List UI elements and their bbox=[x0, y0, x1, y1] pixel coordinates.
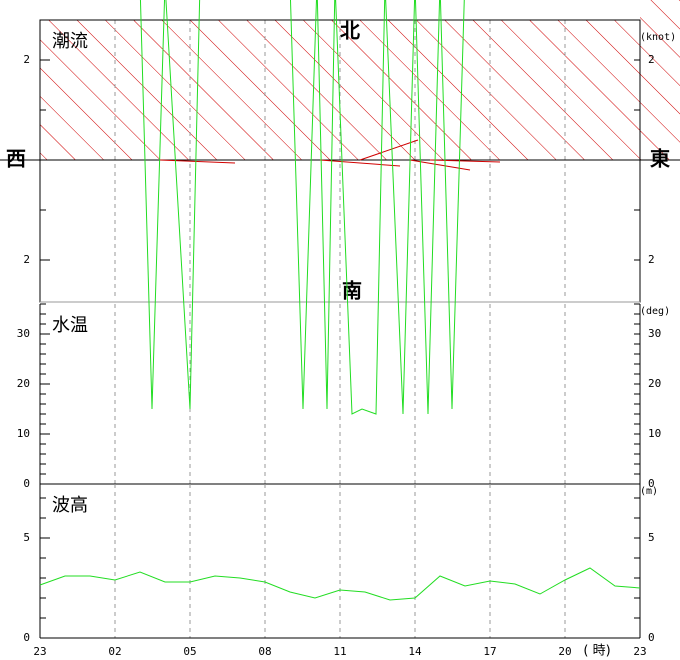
x-tick-label: 23 bbox=[633, 645, 646, 658]
y-tick-label-right: 0 bbox=[648, 477, 655, 490]
current-vector bbox=[319, 159, 401, 167]
unit-label: (deg) bbox=[640, 306, 670, 317]
hatch-area bbox=[640, 0, 680, 160]
compass-north: 北 bbox=[340, 19, 360, 43]
y-tick-label-right: 2 bbox=[648, 253, 655, 266]
y-tick-label-right: 2 bbox=[648, 53, 655, 66]
x-tick-label: 23 bbox=[33, 645, 46, 658]
x-tick-label: 17 bbox=[483, 645, 496, 658]
panel-title: 水温 bbox=[52, 315, 88, 336]
y-tick-label: 5 bbox=[23, 531, 30, 544]
y-tick-label-right: 30 bbox=[648, 327, 661, 340]
panel-title: 潮流 bbox=[52, 31, 88, 52]
y-tick-label: 2 bbox=[23, 53, 30, 66]
compass-west: 西 bbox=[6, 147, 26, 171]
x-tick-label: 05 bbox=[183, 645, 196, 658]
y-tick-label: 0 bbox=[23, 631, 30, 644]
current-vector bbox=[359, 139, 419, 161]
x-tick-label: 08 bbox=[258, 645, 271, 658]
current-vector bbox=[409, 159, 471, 171]
current-vector bbox=[159, 159, 236, 164]
panel-title: 波高 bbox=[52, 495, 88, 516]
compass-east: 東 bbox=[650, 147, 670, 171]
x-tick-label: 20 bbox=[558, 645, 571, 658]
y-tick-label: 10 bbox=[17, 427, 30, 440]
y-tick-label: 20 bbox=[17, 377, 30, 390]
y-tick-label-right: 0 bbox=[648, 631, 655, 644]
x-axis-label: ( 時) bbox=[583, 644, 610, 659]
line-series bbox=[39, 567, 641, 601]
y-tick-label: 2 bbox=[23, 253, 30, 266]
compass-south: 南 bbox=[342, 279, 362, 303]
hatch-area bbox=[40, 20, 640, 160]
current-vector bbox=[429, 159, 501, 163]
x-tick-label: 11 bbox=[333, 645, 346, 658]
y-tick-label: 0 bbox=[23, 477, 30, 490]
unit-label: (m) bbox=[640, 486, 658, 497]
y-tick-label-right: 20 bbox=[648, 377, 661, 390]
x-tick-label: 02 bbox=[108, 645, 121, 658]
line-series bbox=[139, 0, 465, 415]
unit-label: (knot) bbox=[640, 32, 676, 43]
y-tick-label-right: 10 bbox=[648, 427, 661, 440]
y-tick-label-right: 5 bbox=[648, 531, 655, 544]
x-tick-label: 14 bbox=[408, 645, 422, 658]
y-tick-label: 30 bbox=[17, 327, 30, 340]
